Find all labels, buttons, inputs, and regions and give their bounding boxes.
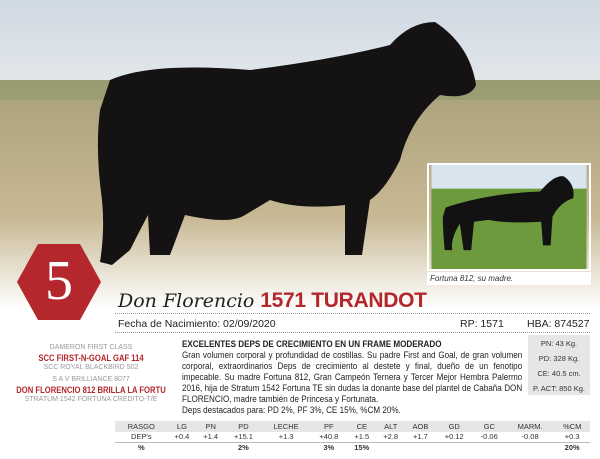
birth-date: Fecha de Nacimiento: 02/09/2020 bbox=[118, 318, 276, 330]
title-name: 1571 TURANDOT bbox=[260, 289, 427, 312]
table-cell: %CM bbox=[554, 421, 590, 432]
dam-sire: S A V BRILLIANCE 8077 bbox=[52, 376, 130, 383]
table-cell: +40.8 bbox=[310, 432, 348, 443]
table-cell: % bbox=[137, 442, 145, 452]
table-cell: CE bbox=[347, 421, 377, 432]
dam-photo bbox=[427, 163, 591, 271]
table-cell bbox=[262, 442, 311, 452]
title-prefix: Don Florencio bbox=[118, 290, 255, 312]
stat-pn: PN: 43 Kg. bbox=[540, 339, 578, 348]
table-cell: +0.12 bbox=[435, 432, 473, 443]
table-cell: -0.08 bbox=[505, 432, 555, 443]
lot-hexagon-icon bbox=[17, 244, 101, 320]
table-cell: -0.06 bbox=[472, 432, 506, 443]
table-cell: 15% bbox=[354, 442, 370, 452]
lot-number: 5 bbox=[45, 250, 73, 312]
table-cell: PD bbox=[225, 421, 262, 432]
table-cell: RASGO bbox=[115, 421, 168, 432]
table-cell bbox=[405, 442, 436, 452]
description-highlight: Deps destacados para: PD 2%, PF 3%, CE 1… bbox=[182, 405, 401, 415]
table-cell bbox=[473, 442, 506, 452]
table-row: DEP's +0.4 +1.4 +15.1 +1.3 +40.8 +1.5 +2.8 +1.7 +… bbox=[115, 432, 590, 443]
table-cell: LECHE bbox=[261, 421, 311, 432]
table-cell bbox=[196, 442, 225, 452]
table-cell: 2% bbox=[238, 442, 249, 452]
stat-ce: CE: 40.5 cm. bbox=[537, 369, 581, 378]
table-cell: GD bbox=[435, 421, 473, 432]
table-cell: +0.4 bbox=[167, 432, 197, 443]
table-cell: PN bbox=[196, 421, 226, 432]
table-cell: LG bbox=[167, 421, 197, 432]
divider bbox=[115, 313, 590, 314]
table-row: % 2% 3% 15% 20% bbox=[115, 442, 590, 452]
table-cell: +1.3 bbox=[261, 432, 311, 443]
table-cell: DEP's bbox=[115, 432, 168, 443]
deps-table: RASGO LG PN PD LECHE PF CE ALT AOB GD GC MARM. %CM D… bbox=[115, 421, 590, 452]
table-cell: MARM. bbox=[505, 421, 555, 432]
pedigree-sire-block: DAMERON FIRST CLASS SCC FIRST-N-GOAL GAF… bbox=[0, 343, 182, 373]
table-cell bbox=[506, 442, 555, 452]
table-cell bbox=[376, 442, 405, 452]
stat-pact: P. ACT: 850 Kg. bbox=[533, 384, 585, 393]
sire-dam: SCC ROYAL BLACKBIRD 502 bbox=[43, 364, 139, 371]
sire: SCC FIRST-N-GOAL GAF 114 bbox=[38, 353, 144, 363]
description-body: Gran volumen corporal y profundidad de c… bbox=[182, 350, 523, 404]
table-cell: +1.7 bbox=[405, 432, 436, 443]
table-cell: +1.4 bbox=[196, 432, 226, 443]
table-cell bbox=[436, 442, 473, 452]
table-cell: +2.8 bbox=[376, 432, 406, 443]
table-cell: 3% bbox=[323, 442, 335, 452]
table-cell: PF bbox=[310, 421, 348, 432]
pedigree-dam-block: S A V BRILLIANCE 8077 DON FLORENCIO 812 … bbox=[0, 375, 182, 405]
animal-title: Don Florencio 1571 TURANDOT bbox=[118, 289, 427, 313]
sire-sire: DAMERON FIRST CLASS bbox=[49, 344, 133, 351]
dam: DON FLORENCIO 812 BRILLA LA FORTU bbox=[16, 385, 166, 395]
description: EXCELENTES DEPS DE CRECIMIENTO EN UN FRA… bbox=[182, 339, 522, 416]
table-cell bbox=[168, 442, 197, 452]
description-heading: EXCELENTES DEPS DE CRECIMIENTO EN UN FRA… bbox=[182, 339, 442, 349]
table-cell: ALT bbox=[376, 421, 406, 432]
divider bbox=[115, 332, 590, 333]
table-cell: GC bbox=[472, 421, 506, 432]
table-cell: +15.1 bbox=[225, 432, 262, 443]
dam-dam: STRATUM 1542 FORTUNA CREDITO-T/E bbox=[24, 396, 158, 403]
table-header-row: RASGO LG PN PD LECHE PF CE ALT AOB GD GC MARM. %CM bbox=[115, 421, 590, 432]
inset-caption: Fortuna 812, su madre. bbox=[427, 272, 591, 285]
table-cell: +1.5 bbox=[347, 432, 377, 443]
table-cell: 20% bbox=[564, 442, 580, 452]
hba-number: HBA: 874527 bbox=[527, 318, 590, 330]
stat-pd: PD: 328 Kg. bbox=[538, 354, 580, 363]
rp-number: RP: 1571 bbox=[460, 318, 504, 330]
table-cell: AOB bbox=[405, 421, 436, 432]
stats-box: PN: 43 Kg. PD: 328 Kg. CE: 40.5 cm. P. A… bbox=[528, 335, 590, 395]
table-cell: +0.3 bbox=[554, 432, 590, 443]
